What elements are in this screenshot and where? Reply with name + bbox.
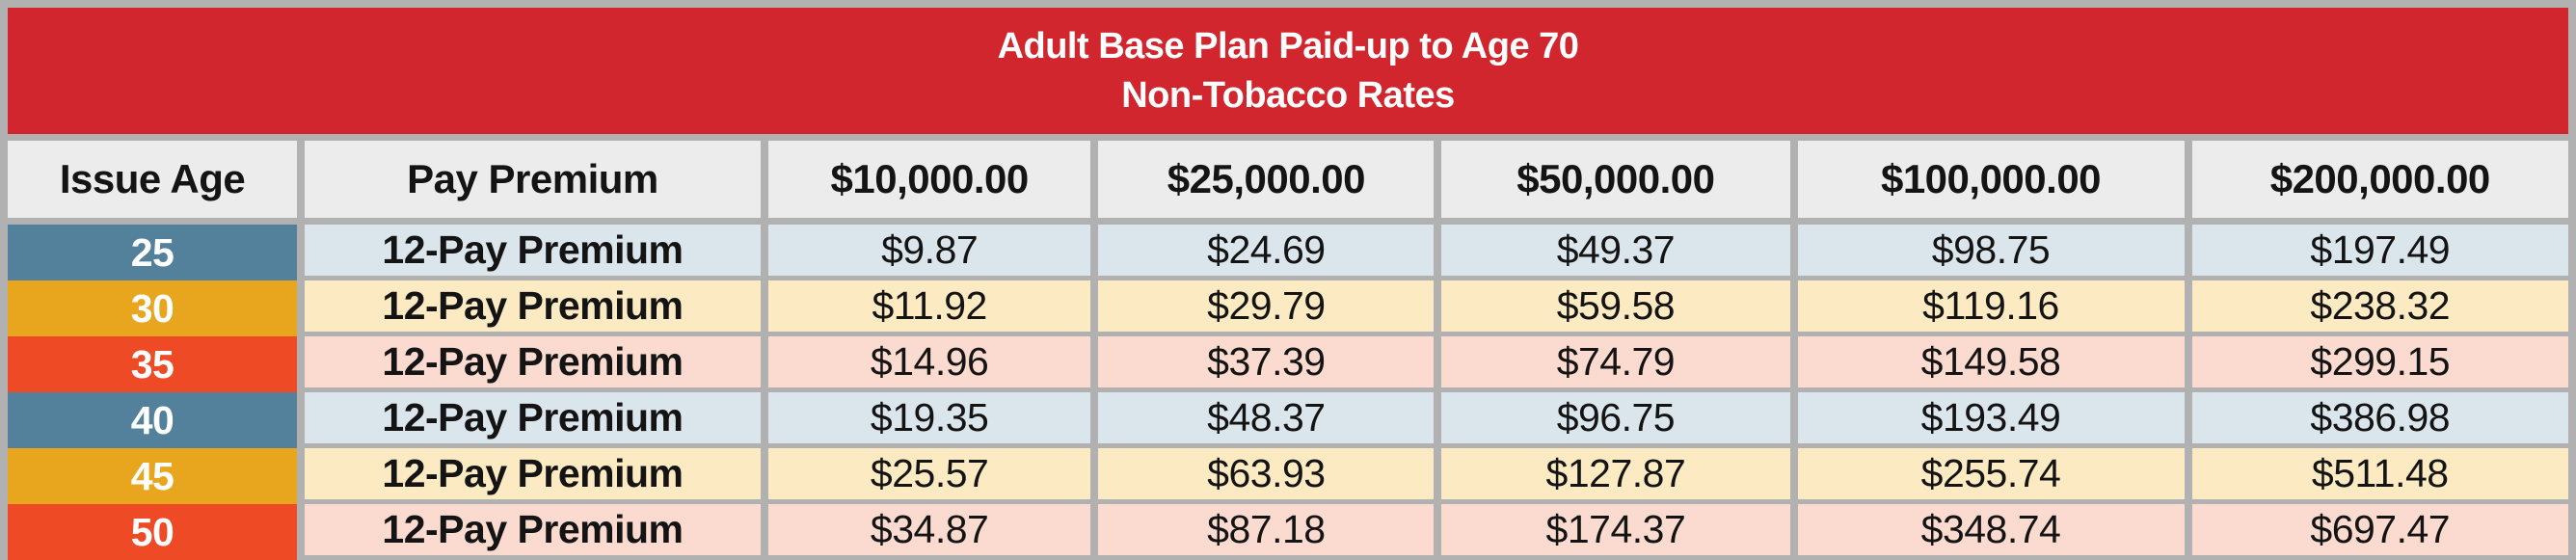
rate-cell: $34.87 — [767, 504, 1099, 560]
rate-cell: $14.96 — [767, 336, 1099, 392]
rate-cell: $174.37 — [1441, 504, 1798, 560]
table-title-banner: Adult Base Plan Paid-up to Age 70 Non-To… — [8, 8, 2568, 134]
issue-age-cell: 45 — [8, 448, 306, 504]
rate-cell: $49.37 — [1441, 225, 1798, 280]
rate-cell: $96.75 — [1441, 392, 1798, 448]
table-row: 30 12-Pay Premium $11.92 $29.79 $59.58 $119.1… — [8, 280, 2568, 336]
rate-cell: $74.79 — [1441, 336, 1798, 392]
rate-cell: $24.69 — [1098, 225, 1442, 280]
column-header-face-amount: $25,000.00 — [1098, 141, 1442, 225]
table-row: 35 12-Pay Premium $14.96 $37.39 $74.79 $149.5… — [8, 336, 2568, 392]
rate-cell: $119.16 — [1797, 280, 2192, 336]
table-header-row: Issue Age Pay Premium $10,000.00 $25,000.00… — [8, 141, 2568, 225]
rate-cell: $11.92 — [767, 280, 1099, 336]
issue-age-cell: 35 — [8, 336, 306, 392]
rate-cell: $29.79 — [1098, 280, 1442, 336]
premium-type-cell: 12-Pay Premium — [305, 280, 768, 336]
issue-age-cell: 50 — [8, 504, 306, 560]
rate-cell: $149.58 — [1797, 336, 2192, 392]
rate-cell: $87.18 — [1098, 504, 1442, 560]
rate-cell: $48.37 — [1098, 392, 1442, 448]
column-header-face-amount: $50,000.00 — [1441, 141, 1798, 225]
rates-table: Issue Age Pay Premium $10,000.00 $25,000.00… — [8, 141, 2568, 560]
rate-cell: $238.32 — [2191, 280, 2568, 336]
rate-cell: $9.87 — [767, 225, 1099, 280]
column-header-face-amount: $100,000.00 — [1797, 141, 2192, 225]
rate-cell: $63.93 — [1098, 448, 1442, 504]
rate-cell: $697.47 — [2191, 504, 2568, 560]
column-header-face-amount: $200,000.00 — [2191, 141, 2568, 225]
rate-cell: $511.48 — [2191, 448, 2568, 504]
rate-cell: $197.49 — [2191, 225, 2568, 280]
table-row: 40 12-Pay Premium $19.35 $48.37 $96.75 $193.4… — [8, 392, 2568, 448]
rate-cell: $127.87 — [1441, 448, 1798, 504]
rate-cell: $348.74 — [1797, 504, 2192, 560]
column-header-face-amount: $10,000.00 — [767, 141, 1099, 225]
rate-cell: $193.49 — [1797, 392, 2192, 448]
issue-age-cell: 40 — [8, 392, 306, 448]
rate-cell: $299.15 — [2191, 336, 2568, 392]
rate-cell: $37.39 — [1098, 336, 1442, 392]
column-header-pay-premium: Pay Premium — [305, 141, 768, 225]
table-row: 50 12-Pay Premium $34.87 $87.18 $174.37 $348.… — [8, 504, 2568, 560]
rate-cell: $19.35 — [767, 392, 1099, 448]
table-row: 45 12-Pay Premium $25.57 $63.93 $127.87 $255.… — [8, 448, 2568, 504]
rate-cell: $386.98 — [2191, 392, 2568, 448]
premium-type-cell: 12-Pay Premium — [305, 392, 768, 448]
premium-type-cell: 12-Pay Premium — [305, 504, 768, 560]
rate-cell: $25.57 — [767, 448, 1099, 504]
issue-age-cell: 25 — [8, 225, 306, 280]
rate-cell: $255.74 — [1797, 448, 2192, 504]
issue-age-cell: 30 — [8, 280, 306, 336]
premium-type-cell: 12-Pay Premium — [305, 225, 768, 280]
premium-type-cell: 12-Pay Premium — [305, 448, 768, 504]
rate-cell: $59.58 — [1441, 280, 1798, 336]
premium-type-cell: 12-Pay Premium — [305, 336, 768, 392]
title-line-1: Adult Base Plan Paid-up to Age 70 — [997, 25, 1579, 67]
table-row: 25 12-Pay Premium $9.87 $24.69 $49.37 $98.75 $… — [8, 225, 2568, 280]
rate-cell: $98.75 — [1797, 225, 2192, 280]
column-header-issue-age: Issue Age — [8, 141, 306, 225]
title-line-2: Non-Tobacco Rates — [1121, 74, 1455, 116]
